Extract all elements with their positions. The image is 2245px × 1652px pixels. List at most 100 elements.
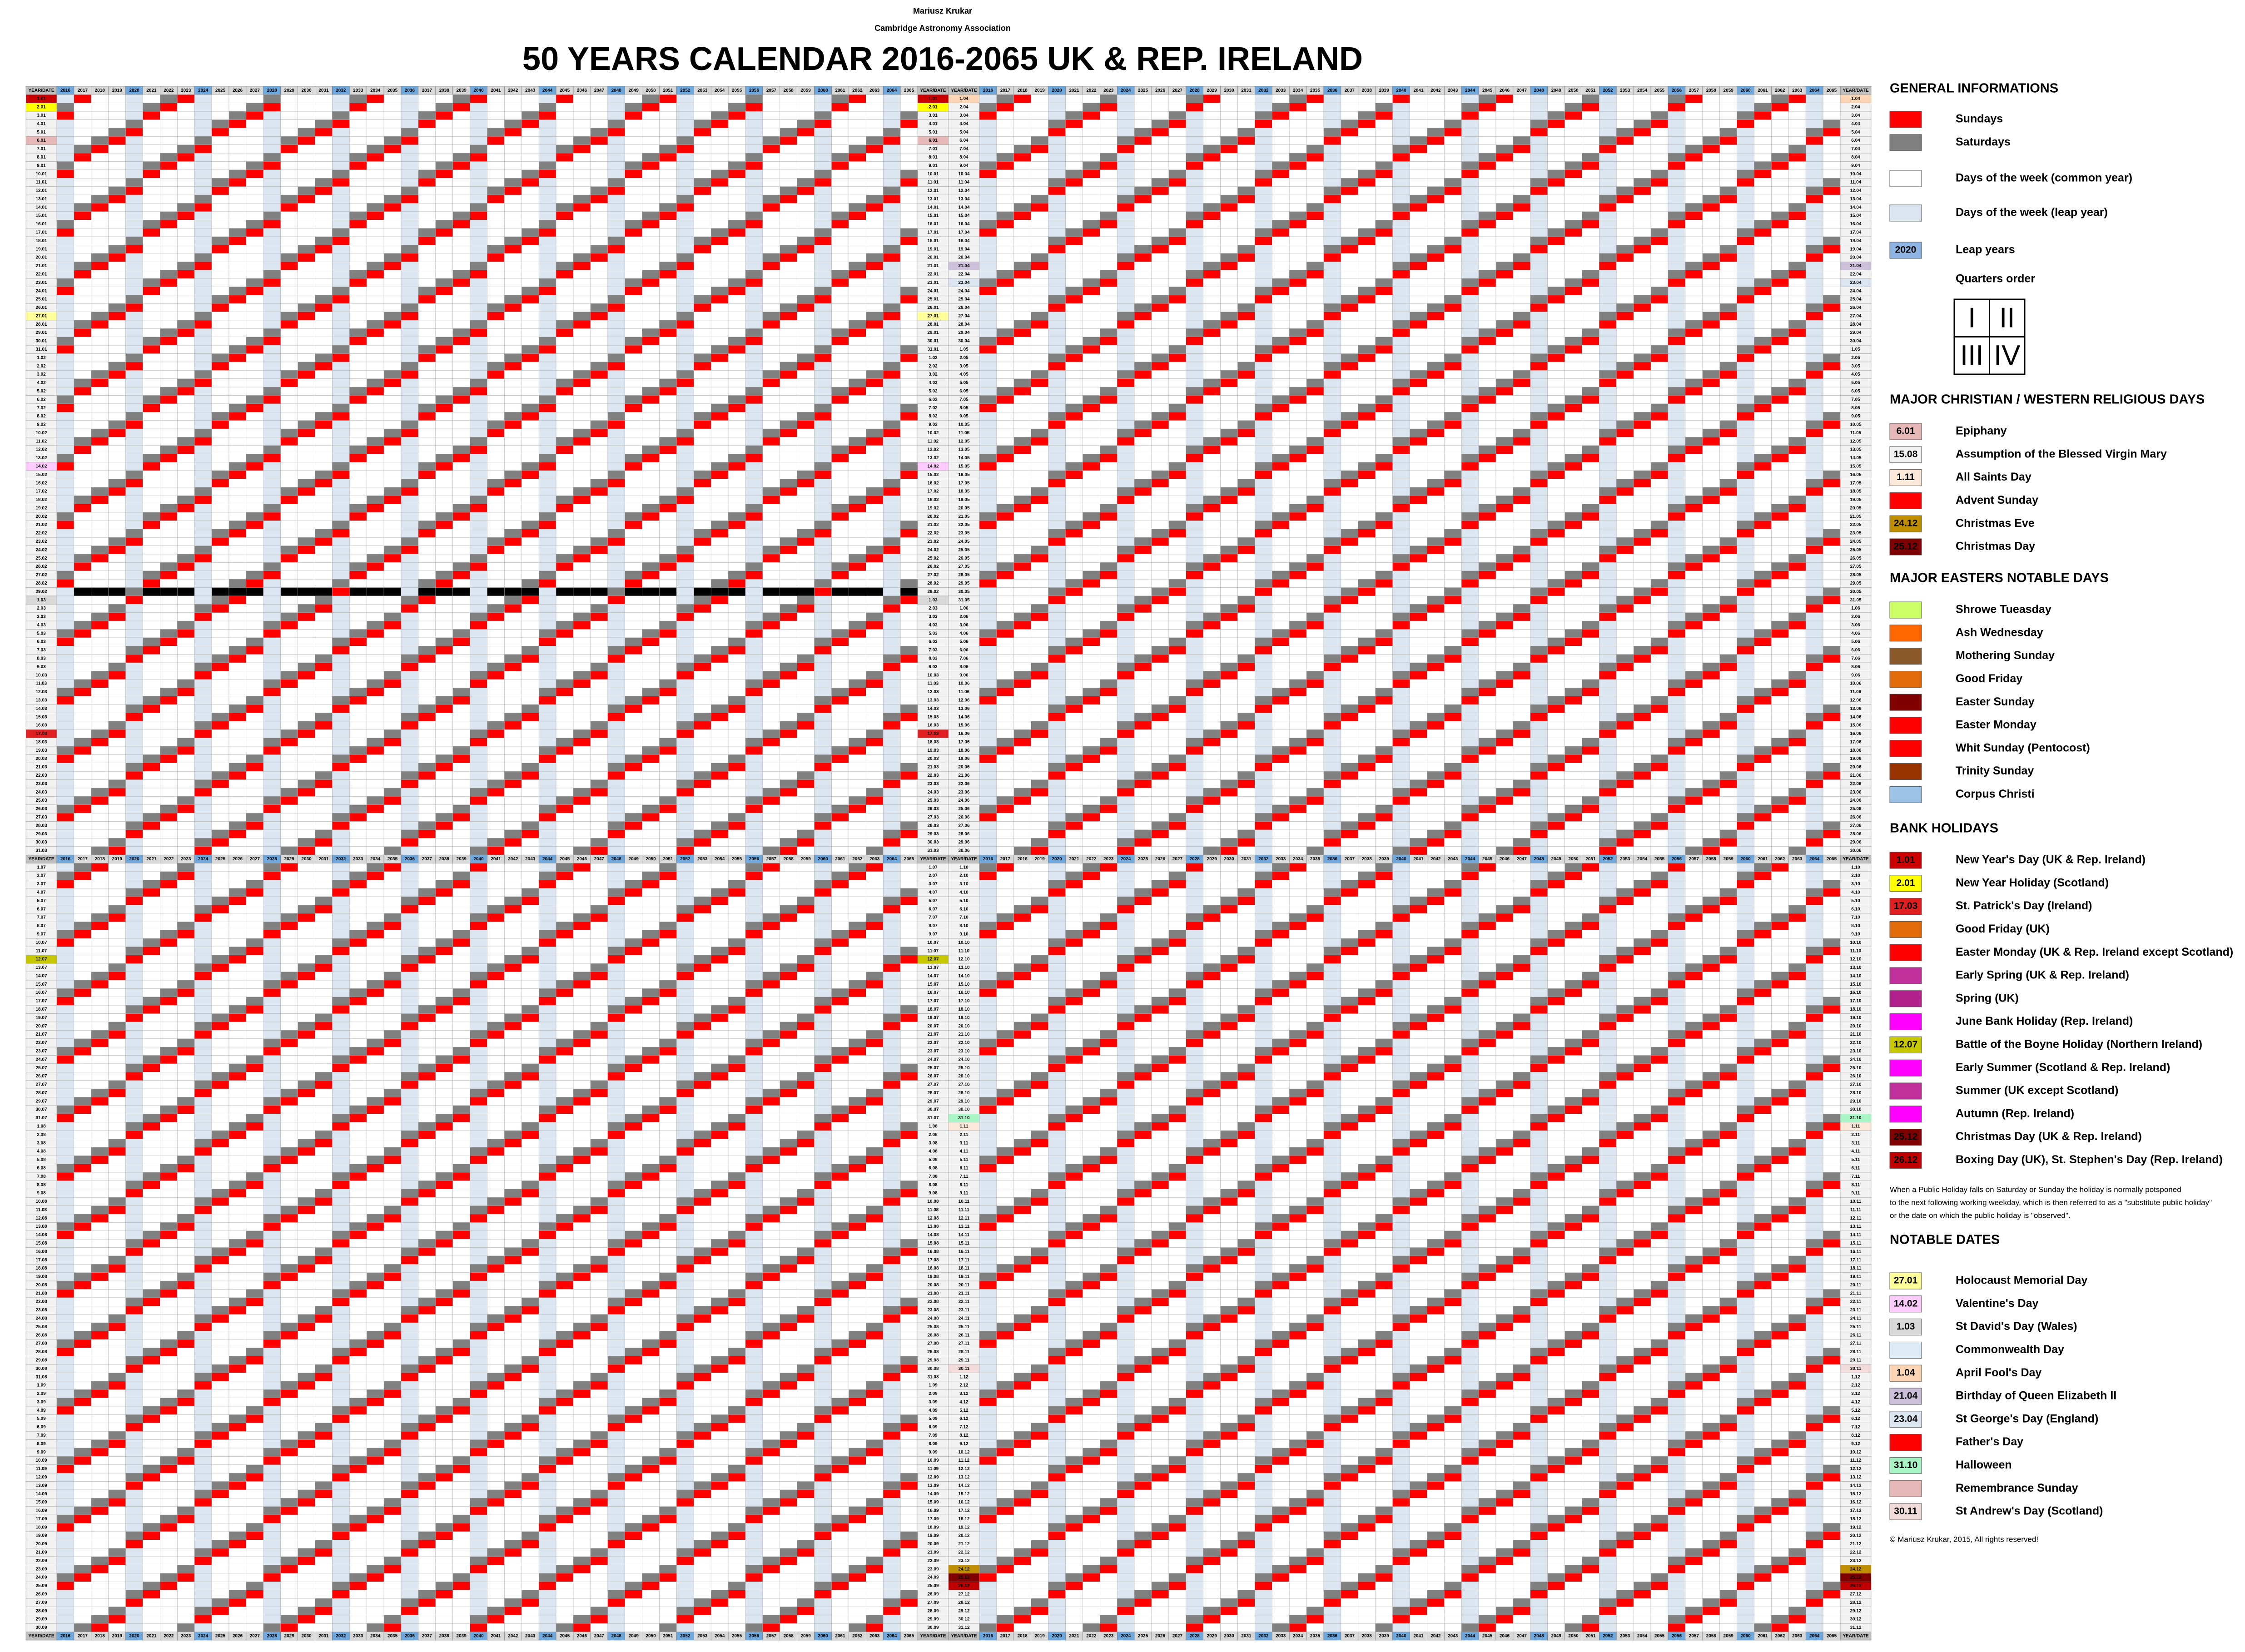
day-cell: [470, 446, 487, 454]
day-cell: [763, 680, 780, 688]
day-cell: [177, 621, 194, 629]
date-label: 21.03: [35, 765, 47, 770]
day-cell: [642, 471, 660, 479]
day-cell: [832, 554, 849, 562]
day-cell: [470, 170, 487, 178]
day-cell: [315, 471, 333, 479]
day-cell: [177, 312, 194, 320]
year-label: 2035: [387, 88, 398, 93]
day-cell: [711, 94, 728, 103]
day-cell: [418, 145, 436, 153]
day-cell: [642, 680, 660, 688]
day-cell: [246, 312, 263, 320]
day-cell: [263, 738, 281, 746]
day-cell: [212, 696, 229, 704]
day-cell: [883, 479, 900, 487]
day-cell: [832, 496, 849, 504]
day-cell: [298, 554, 315, 562]
day-cell: [418, 721, 436, 729]
day-cell: [711, 111, 728, 119]
day-cell: [711, 345, 728, 353]
day-cell: [883, 153, 900, 161]
day-cell: [194, 103, 212, 111]
day-cell: [625, 303, 642, 312]
day-cell: [91, 621, 109, 629]
day-cell: [332, 120, 349, 128]
day-cell: [815, 396, 832, 404]
day-cell: [625, 630, 642, 638]
day-cell: [573, 604, 591, 612]
day-cell: [556, 529, 573, 537]
day-cell: [229, 613, 246, 621]
day-cell: [57, 212, 74, 220]
year-label: 2034: [1293, 1633, 1303, 1638]
day-cell: [745, 562, 763, 571]
day-cell: [367, 638, 384, 646]
day-cell: [591, 337, 608, 345]
day-cell: [401, 354, 418, 362]
day-cell: [177, 379, 194, 387]
day-cell: [591, 128, 608, 136]
day-cell: [212, 688, 229, 696]
day-cell: [573, 512, 591, 521]
day-cell: [126, 429, 143, 437]
day-cell: [367, 337, 384, 345]
day-cell: [177, 287, 194, 295]
day-cell: [126, 303, 143, 312]
date-label: 12.02: [35, 447, 47, 452]
day-cell: [418, 245, 436, 253]
year-label: 2038: [439, 1633, 450, 1638]
day-cell: [74, 354, 91, 362]
day-cell: [745, 253, 763, 262]
day-cell: [780, 262, 797, 270]
header-label: YEAR/DATE: [28, 1633, 54, 1638]
day-cell: [487, 721, 505, 729]
day-cell: [453, 328, 470, 337]
day-cell: [349, 504, 367, 512]
day-cell: [384, 713, 401, 721]
date-label: 12.02: [927, 447, 939, 452]
day-cell: [660, 387, 677, 395]
day-cell: [298, 111, 315, 119]
day-cell: [900, 529, 918, 537]
day-cell: [453, 696, 470, 704]
day-cell: [694, 437, 711, 445]
day-cell: [797, 262, 815, 270]
day-cell: [711, 462, 728, 471]
day-cell: [57, 688, 74, 696]
day-cell: [797, 287, 815, 295]
year-label: 2024: [198, 857, 209, 862]
day-cell: [91, 738, 109, 746]
day-cell: [126, 262, 143, 270]
day-cell: [728, 546, 745, 554]
day-cell: [57, 487, 74, 496]
date-label: 18.02: [927, 497, 939, 502]
day-cell: [91, 630, 109, 638]
day-cell: [418, 220, 436, 228]
day-cell: [815, 94, 832, 103]
day-cell: [436, 337, 453, 345]
day-cell: [780, 253, 797, 262]
day-cell: [74, 671, 91, 679]
day-cell: [608, 103, 625, 111]
year-label: 2064: [1809, 857, 1820, 862]
day-cell: [642, 337, 660, 345]
day-cell: [263, 421, 281, 429]
day-cell: [625, 521, 642, 529]
day-cell: [728, 396, 745, 404]
day-cell: [246, 471, 263, 479]
day-cell: [57, 529, 74, 537]
day-cell: [573, 471, 591, 479]
day-cell: [504, 630, 522, 638]
day-cell: [573, 362, 591, 370]
year-label: 2048: [1534, 1633, 1545, 1638]
day-cell: [676, 471, 694, 479]
day-cell: [660, 253, 677, 262]
day-cell: [91, 562, 109, 571]
day-cell: [522, 337, 539, 345]
day-cell: [298, 604, 315, 612]
day-cell: [866, 287, 883, 295]
year-label: 2020: [1052, 88, 1062, 93]
day-cell: [177, 462, 194, 471]
day-cell: [608, 729, 625, 738]
